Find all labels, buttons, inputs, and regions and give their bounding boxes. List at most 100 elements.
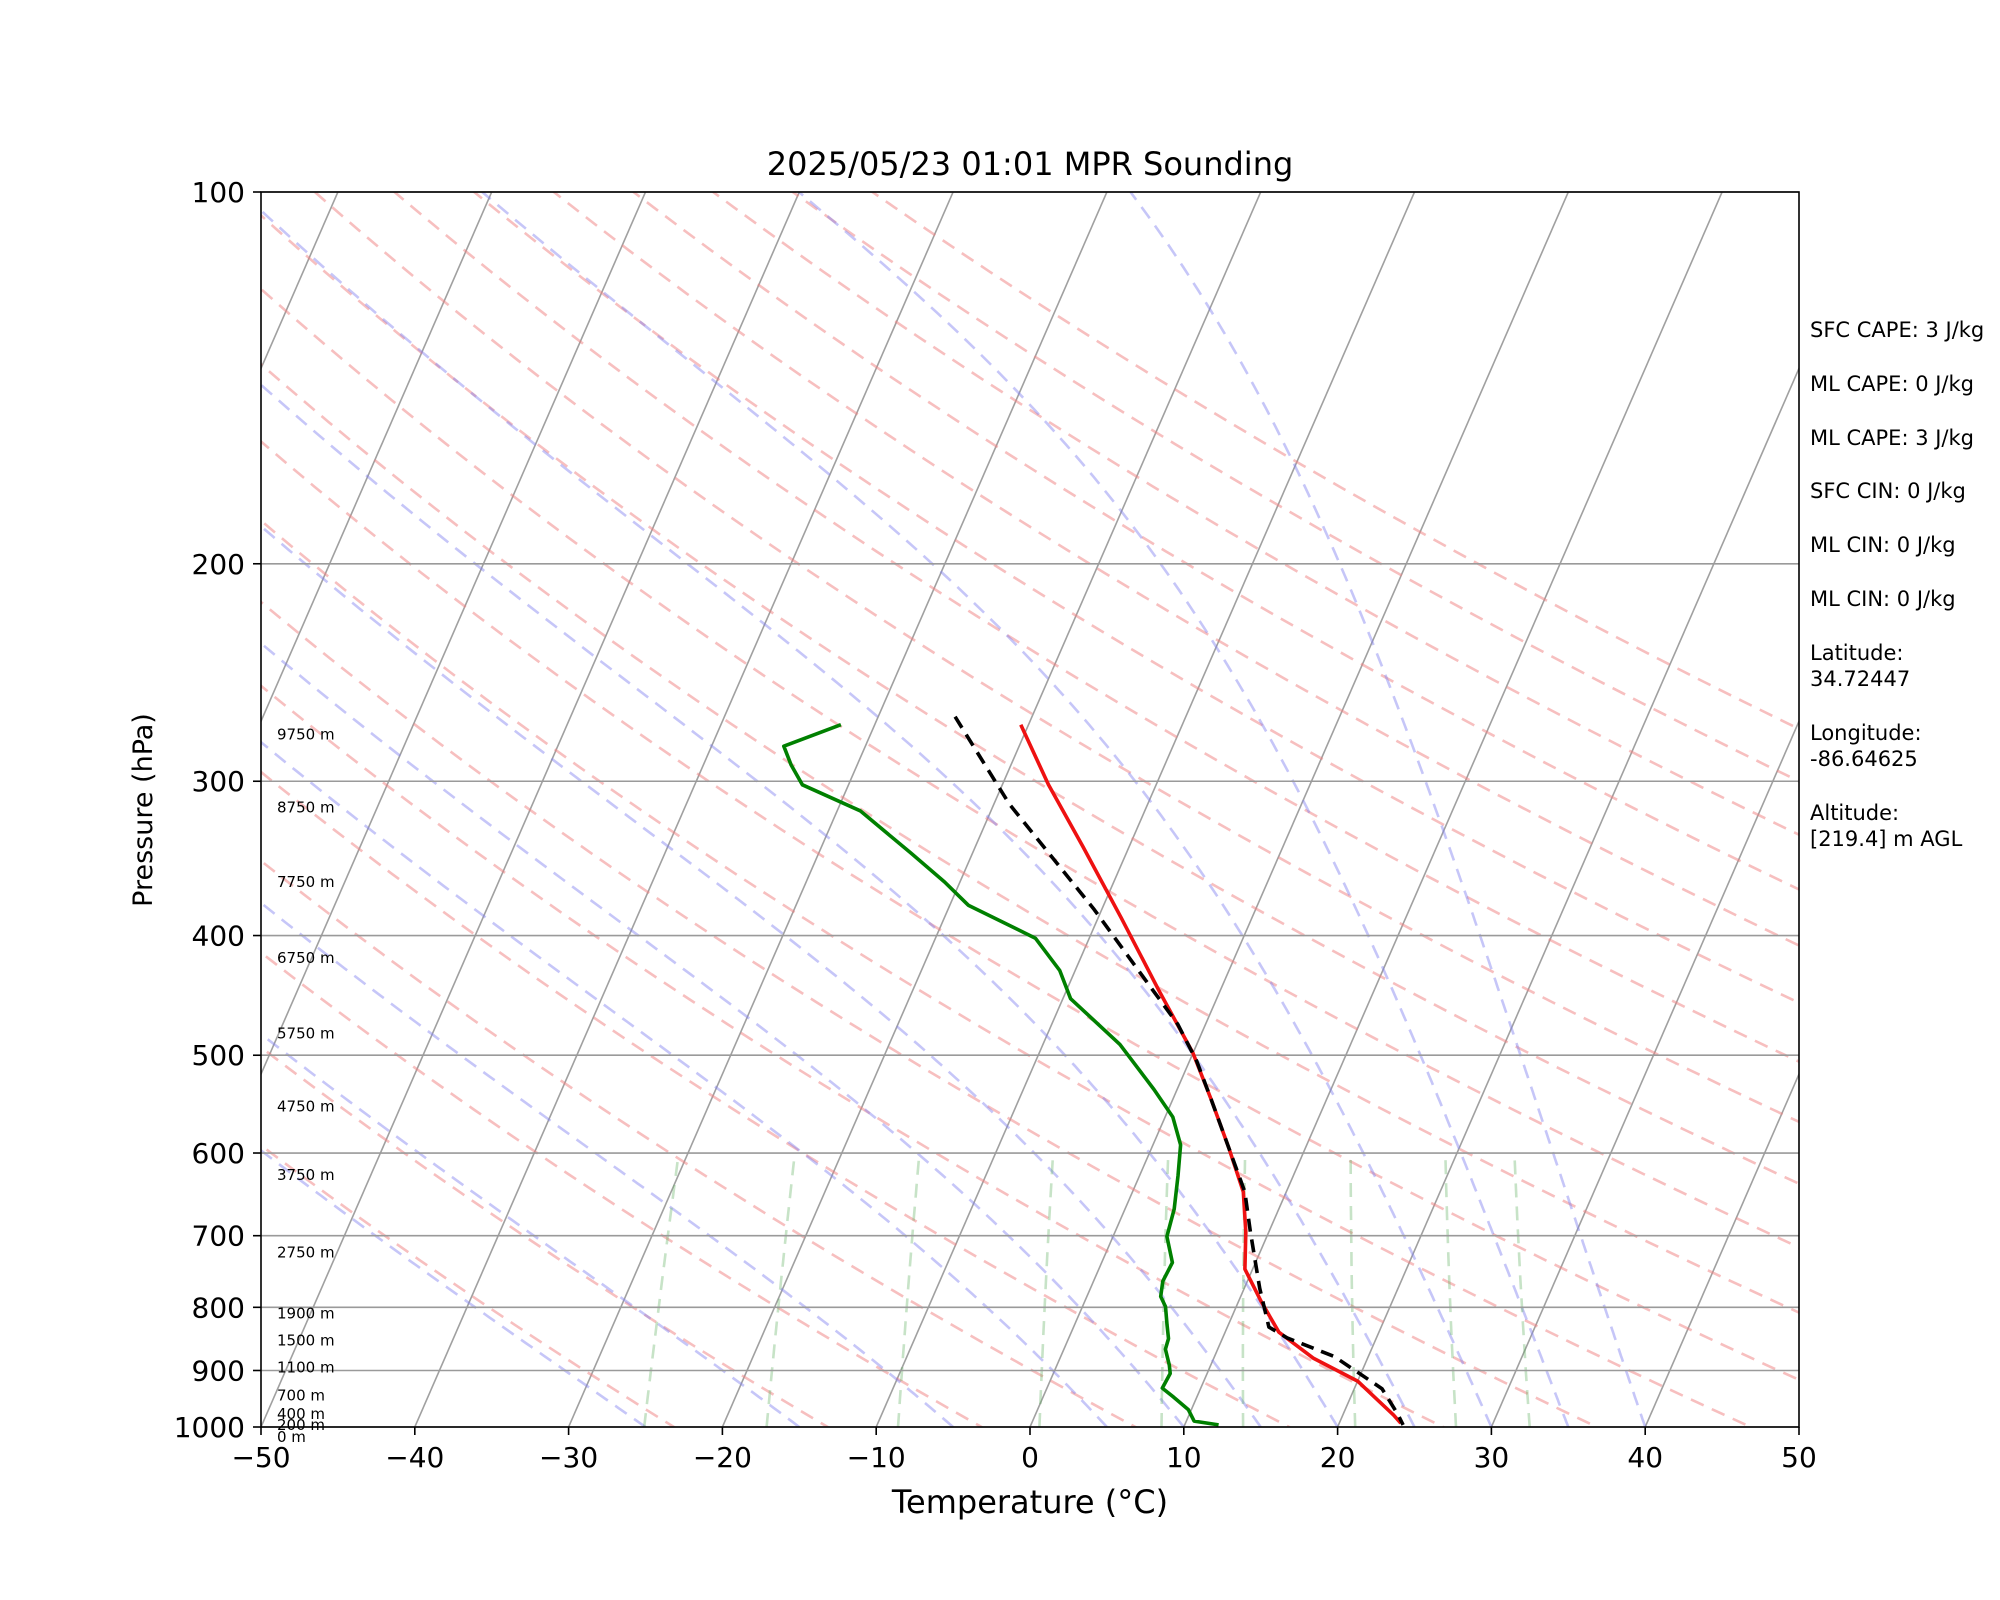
y-tick-label: 1000 — [174, 1411, 245, 1444]
y-axis-label: Pressure (hPa) — [128, 713, 159, 907]
mixing-ratio-line — [896, 1152, 921, 1427]
parcel-line — [953, 715, 1405, 1426]
ml-cape-text-2: ML CAPE: 3 J/kg — [1810, 426, 1975, 450]
dry-adiabat-line — [261, 684, 1446, 1427]
height-label: 200 m — [277, 1416, 325, 1434]
sounding-series — [782, 715, 1405, 1427]
y-tick-label: 300 — [192, 765, 245, 798]
y-tick-label: 400 — [192, 920, 245, 953]
x-tick-label: 30 — [1474, 1441, 1510, 1474]
height-label: 1500 m — [277, 1331, 335, 1349]
moist-adiabat-line — [261, 901, 954, 1427]
dry-adiabat-line — [710, 192, 1799, 837]
height-label: 700 m — [277, 1387, 325, 1405]
dry-adiabat-line — [312, 192, 1799, 1124]
moist-adiabat-line — [261, 208, 1416, 1427]
temperature-line — [1019, 723, 1403, 1425]
x-tick-label: 0 — [1021, 1441, 1039, 1474]
moist-adiabat-line — [261, 641, 1185, 1427]
isotherm-line — [1336, 366, 1799, 1427]
moist-adiabat-line — [261, 740, 1108, 1427]
y-tick-label: 900 — [192, 1354, 245, 1387]
isotherm-line — [1490, 719, 1799, 1427]
height-label: 5750 m — [277, 1024, 335, 1042]
chart-title: 2025/05/23 01:01 MPR Sounding — [767, 145, 1294, 183]
dry-adiabat-line — [261, 770, 1293, 1427]
isotherm-line — [261, 192, 493, 724]
longitude-text: Longitude: -86.64625 — [1810, 721, 1922, 771]
y-tick-label: 700 — [192, 1220, 245, 1253]
dry-adiabat-line — [261, 859, 1139, 1427]
y-tick-label: 600 — [192, 1137, 245, 1170]
isotherm-line — [875, 192, 1416, 1427]
plot-frame — [260, 191, 1800, 1428]
dry-adiabat-line — [261, 600, 1600, 1427]
height-label: 3750 m — [277, 1166, 335, 1184]
altitude-text: Altitude: [219.4] m AGL — [1810, 801, 1963, 851]
x-tick-label: −40 — [385, 1441, 444, 1474]
ml-cin-text: ML CIN: 0 J/kg — [1810, 533, 1956, 557]
height-label: 6750 m — [277, 949, 335, 967]
dry-adiabat-line — [261, 362, 1799, 1315]
x-tick-label: 40 — [1627, 1441, 1663, 1474]
x-tick-label: −50 — [231, 1441, 290, 1474]
isotherm-line — [0, 164, 42, 1453]
mixing-ratio-line — [1038, 1152, 1055, 1427]
height-label: 4750 m — [277, 1097, 335, 1115]
y-tick-label: 500 — [192, 1039, 245, 1072]
dry-adiabat-line — [472, 192, 1799, 1005]
isotherm-line — [413, 192, 954, 1427]
dry-adiabat-line — [261, 950, 985, 1427]
dewpoint-line — [782, 723, 1219, 1427]
moist-adiabat-line — [798, 192, 1570, 1427]
ml-cin-text-2: ML CIN: 0 J/kg — [1810, 587, 1956, 611]
moist-adiabat-line — [261, 524, 1262, 1427]
sfc-cin-text: SFC CIN: 0 J/kg — [1810, 479, 1966, 503]
background-lines — [0, 164, 1799, 1453]
isotherm-line — [1029, 192, 1570, 1427]
height-label: 2750 m — [277, 1243, 335, 1261]
dry-adiabat-line — [261, 439, 1799, 1382]
latitude-text: Latitude: 34.72447 — [1810, 641, 1911, 691]
mixing-ratio-line — [1444, 1152, 1458, 1427]
height-labels: 9750 m 8750 m 7750 m 6750 m 5750 m 4750 m 3750… — [277, 726, 335, 1447]
moist-adiabat-line — [261, 1032, 801, 1427]
height-label: 9750 m — [277, 726, 335, 744]
moist-adiabat-line — [261, 383, 1339, 1427]
y-tick-label: 800 — [192, 1291, 245, 1324]
y-axis-ticks: 100 200 300 400 500 600 700 800 900 1000 — [174, 176, 261, 1444]
isotherm-line — [721, 192, 1262, 1427]
y-tick-label: 200 — [192, 548, 245, 581]
isotherm-line — [261, 192, 647, 1077]
ml-cape-text: ML CAPE: 0 J/kg — [1810, 372, 1975, 396]
isotherm-line — [1182, 192, 1723, 1427]
dry-adiabat-line — [870, 192, 1799, 731]
x-tick-label: −20 — [693, 1441, 752, 1474]
height-label: 400 m — [277, 1405, 325, 1423]
x-tick-label: −10 — [847, 1441, 906, 1474]
isotherm-line — [0, 164, 196, 1453]
height-label: 0 m — [277, 1428, 306, 1446]
x-tick-label: −30 — [539, 1441, 598, 1474]
dry-adiabat-line — [261, 1143, 677, 1427]
x-axis-label: Temperature (°C) — [891, 1483, 1168, 1521]
sfc-cape-text: SFC CAPE: 3 J/kg — [1810, 318, 1985, 342]
moist-adiabat-line — [1129, 192, 1647, 1427]
x-axis-ticks: −50 −40 −30 −20 −10 0 10 20 30 40 50 — [231, 1427, 1817, 1474]
mixing-ratio-line — [1349, 1152, 1357, 1427]
height-label: 1900 m — [277, 1304, 335, 1322]
x-tick-label: 20 — [1320, 1441, 1356, 1474]
height-label: 8750 m — [277, 798, 335, 816]
dry-adiabat-line — [261, 213, 1799, 1186]
dry-adiabat-line — [551, 192, 1799, 947]
y-tick-label: 100 — [192, 176, 245, 209]
mixing-ratio-line — [642, 1152, 680, 1427]
mixing-ratio-line — [1513, 1152, 1531, 1427]
height-label: 1100 m — [277, 1359, 335, 1377]
isotherm-line — [1644, 1072, 1799, 1427]
height-label: 7750 m — [277, 873, 335, 891]
moist-adiabat-line — [261, 1148, 647, 1427]
moist-adiabat-line — [481, 192, 1493, 1427]
x-tick-label: 50 — [1781, 1441, 1817, 1474]
